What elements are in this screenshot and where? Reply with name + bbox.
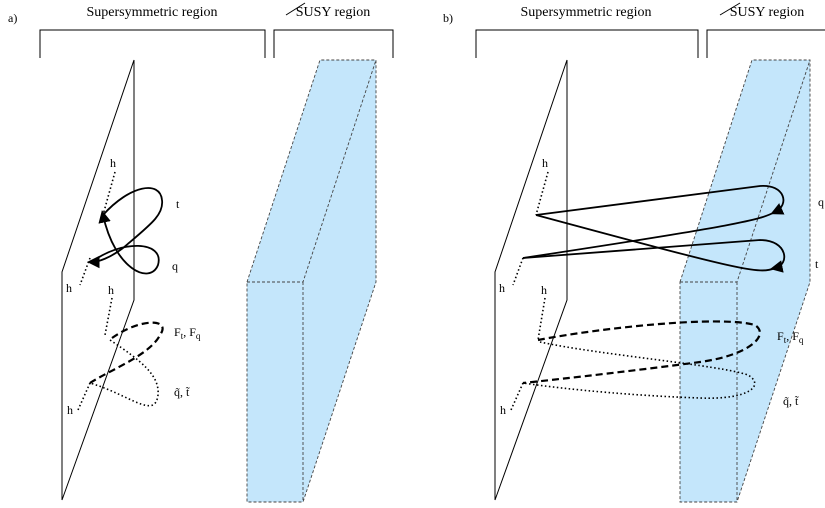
- panel-b-supersymmetric-bracket: [475, 29, 699, 58]
- panel-b-h-label-2: h: [499, 281, 505, 295]
- panel-b-t-loop: [522, 239, 786, 273]
- panel-b-susy-breaking-label: SUSY region: [730, 5, 805, 20]
- panel-b-susy-breaking-slab: [679, 59, 811, 503]
- panel-a-h-line-4: [77, 382, 91, 411]
- panel-a-h-label-1: h: [110, 156, 116, 170]
- panel-b-h-label-4: h: [500, 403, 506, 417]
- panel-a-h-line-1: [102, 171, 116, 216]
- panel-a-susy-breaking-bracket: [273, 29, 394, 58]
- panel-a-t-label: t: [176, 197, 180, 211]
- panel-b-h-line-1: [535, 171, 549, 216]
- panel-a-supersymmetric-bracket: [39, 29, 266, 58]
- panel-b-q-loop-return: [522, 211, 776, 259]
- panel-a-squark-loop: [89, 339, 159, 407]
- panel-b-t-loop-return: [535, 214, 776, 272]
- panel-a-F-loop: [89, 321, 164, 384]
- panel-a-h-line-3: [104, 297, 113, 336]
- panel-b-q-loop: [535, 185, 785, 216]
- panel-b-h-line-3: [537, 297, 546, 341]
- panel-b: b) Supersymmetric region SUSY region h h: [443, 2, 825, 503]
- panel-b-F-loop: [522, 320, 761, 385]
- panel-b-q-label: q: [818, 195, 824, 209]
- panel-a-squark-label: q̃, t̃: [174, 385, 190, 399]
- panel-b-t-label: t: [815, 257, 819, 271]
- panel-b-brane: [494, 59, 568, 501]
- panel-b-h-label-3: h: [541, 283, 547, 297]
- panel-a-brane: [61, 59, 135, 501]
- panel-b-h-label-1: h: [542, 156, 548, 170]
- panel-b-h-line-4: [510, 382, 524, 411]
- panel-a-supersymmetric-label: Supersymmetric region: [86, 5, 217, 20]
- panel-b-squark-loop: [522, 341, 756, 399]
- panel-a-h-label-2: h: [66, 281, 72, 295]
- panel-a-h-line-2: [79, 257, 91, 286]
- panel-a-q-label: q: [172, 259, 178, 273]
- panel-a-h-label-4: h: [67, 403, 73, 417]
- panel-a-slash-mark: [285, 2, 306, 16]
- panel-a: a) Supersymmetric region SUSY region h h…: [8, 2, 394, 503]
- panel-b-tag: b): [443, 11, 453, 25]
- panel-a-susy-breaking-label: SUSY region: [296, 5, 371, 20]
- panel-a-t-loop: [86, 187, 163, 269]
- panel-a-q-loop: [91, 210, 160, 275]
- panel-a-tag: a): [8, 11, 17, 25]
- panel-a-h-label-3: h: [108, 283, 114, 297]
- panel-a-F-label: Ft, Fq: [174, 325, 201, 341]
- panel-b-slash-mark: [719, 2, 741, 16]
- panel-b-F-label: Ft, Fq: [777, 329, 804, 345]
- panel-b-supersymmetric-label: Supersymmetric region: [520, 5, 651, 20]
- panel-b-h-line-2: [512, 257, 524, 286]
- panel-a-susy-breaking-slab: [246, 59, 377, 503]
- panel-b-squark-label: q̃, t̃: [783, 394, 799, 408]
- panel-b-susy-breaking-bracket: [706, 29, 825, 58]
